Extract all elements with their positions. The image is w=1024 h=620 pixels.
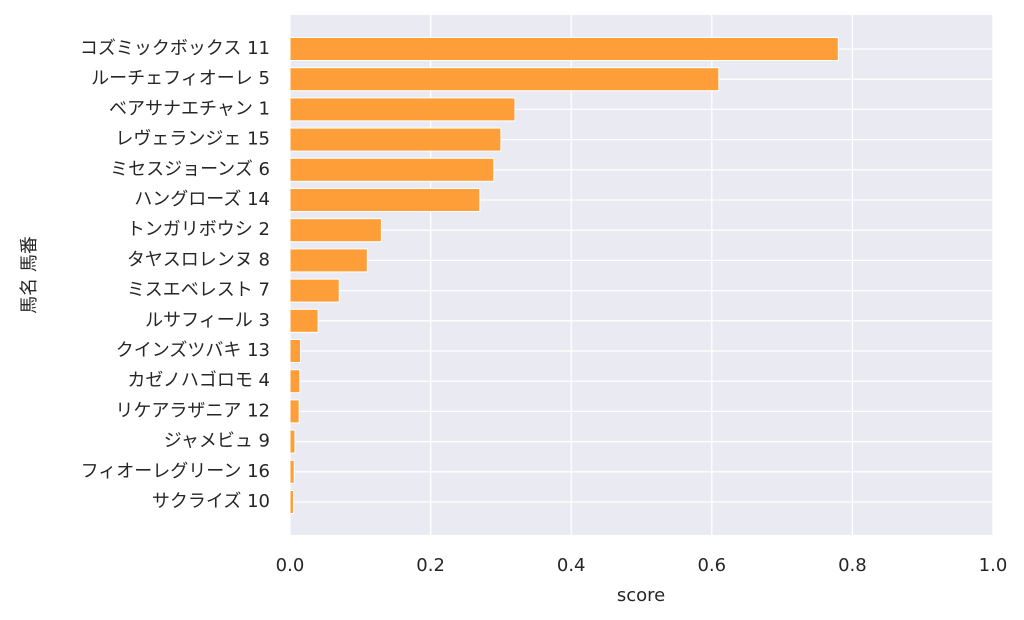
y-tick-label: カゼノハゴロモ 4 [127,370,270,391]
y-tick-label: コズミックボックス 11 [80,38,270,59]
y-tick-label: タヤスロレンヌ 8 [127,249,270,270]
y-tick-label: フィオーレグリーン 16 [81,461,270,482]
y-tick-label: クインズツバキ 13 [116,340,270,361]
bar [289,308,319,333]
y-tick-label: ミセスジョーンズ 6 [110,159,270,180]
bar [289,369,301,394]
bar [289,67,720,92]
plot-background [290,15,993,535]
x-tick-label: 0.6 [697,555,726,576]
bar [289,37,839,61]
y-tick-label: リケアラザニア 12 [115,400,270,421]
x-tick-label: 0.8 [838,555,867,576]
y-tick-label: ジャメビュ 9 [164,431,270,452]
bar [289,429,296,454]
bar [289,399,300,424]
y-axis-label: 馬名 馬番 [19,236,40,314]
y-tick-label: サクライズ 10 [152,491,270,512]
bar [289,248,368,273]
bar [289,97,516,122]
x-tick-label: 0.4 [557,555,586,576]
x-tick-label: 1.0 [979,555,1008,576]
y-tick-label: ルーチェフィオーレ 5 [91,68,270,89]
y-tick-label: トンガリボウシ 2 [127,219,270,240]
bar [289,490,295,514]
y-tick-label: ベアサナエチャン 1 [109,98,270,119]
bar [289,157,495,182]
bar [289,459,295,484]
bar [289,339,302,363]
y-tick-label: ルサフィール 3 [145,310,270,331]
y-tick-label: ハングローズ 14 [134,189,270,210]
bar [289,127,502,152]
y-tick-label: ミスエベレスト 7 [127,280,270,301]
x-axis-label: score [617,585,665,606]
y-tick-label: レヴェランジェ 15 [115,129,270,150]
x-tick-label: 0.2 [416,555,445,576]
bar [289,188,481,212]
bar [289,218,382,243]
x-tick-label: 0.0 [276,555,305,576]
bar [289,278,340,303]
